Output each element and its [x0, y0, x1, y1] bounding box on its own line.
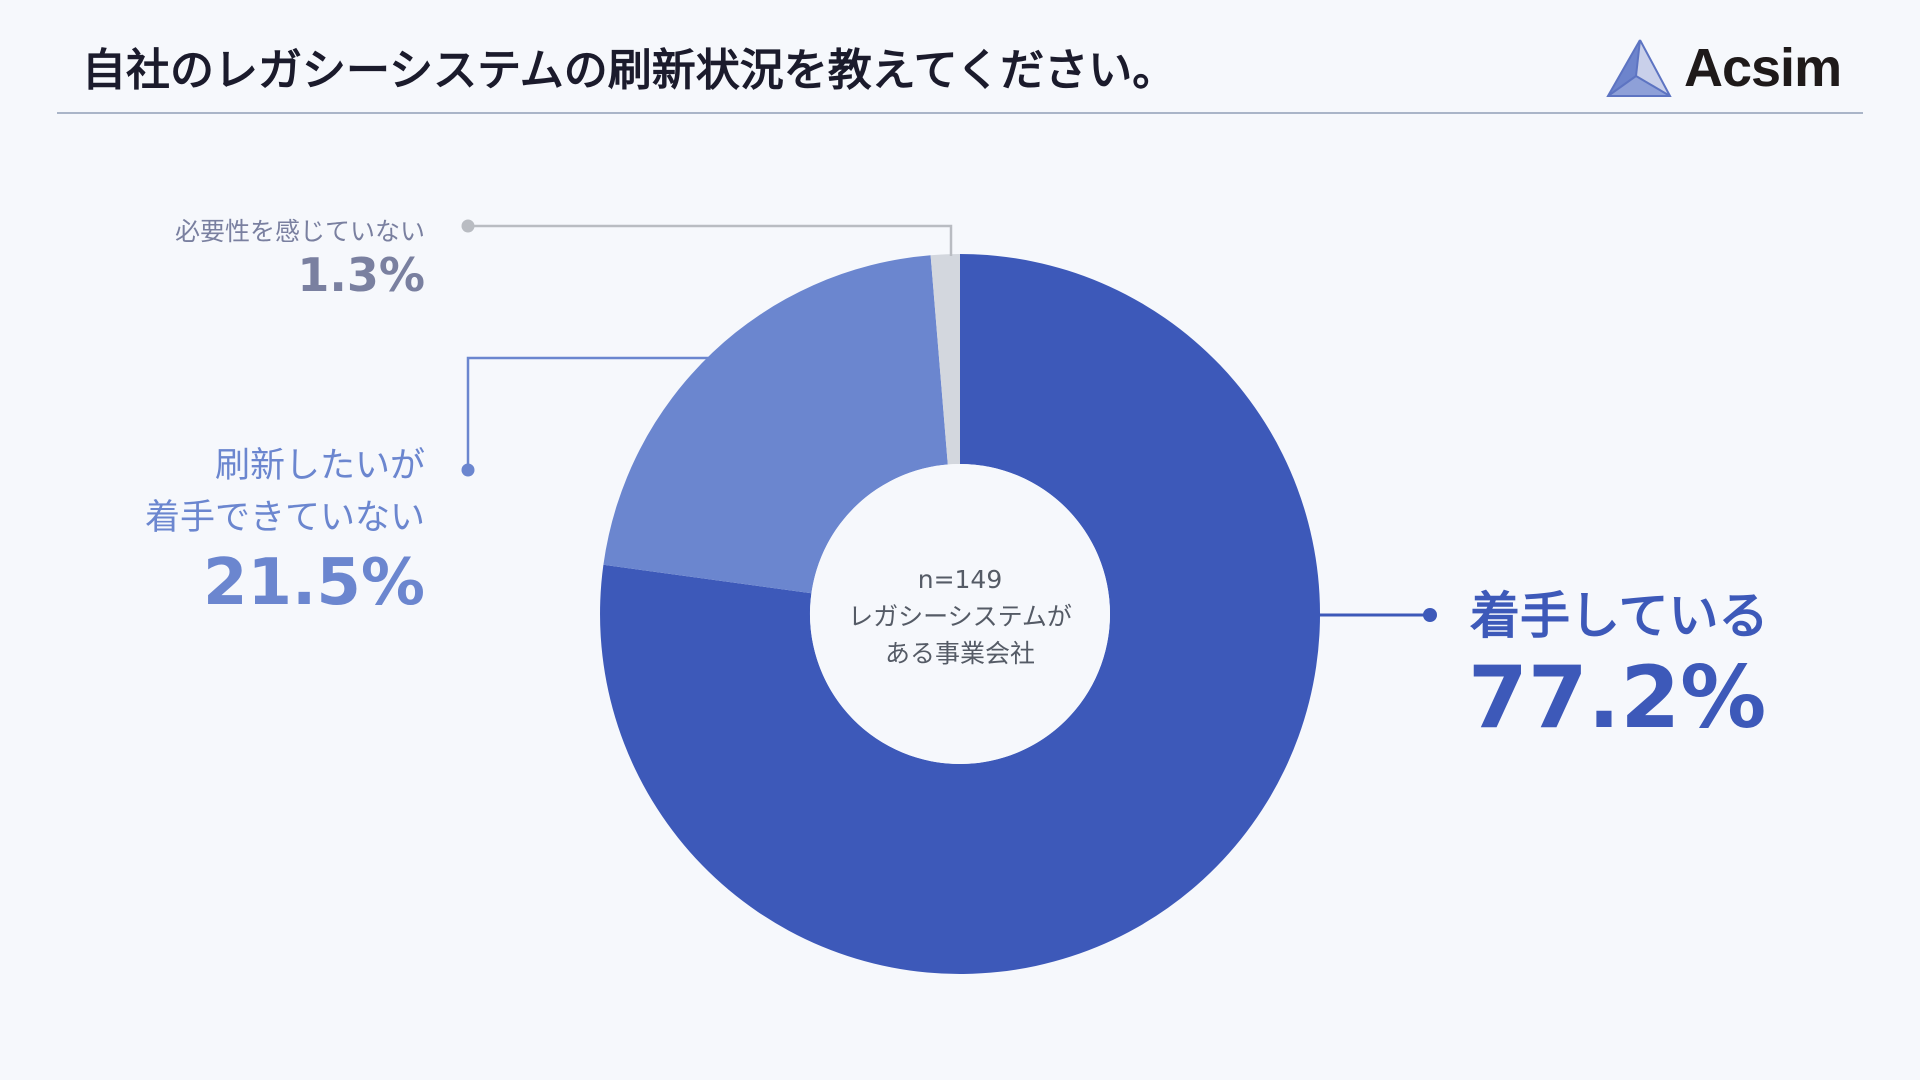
leader-line-started — [1320, 608, 1437, 622]
center-label-line1: レガシーシステムが — [848, 602, 1072, 631]
label-want-line1: 刷新したいが — [214, 446, 425, 486]
label-want-line2: 着手できていない — [144, 498, 425, 538]
center-sample-size: n=149 — [917, 565, 1003, 594]
label-want-but-not-started-value: 21.5% — [202, 546, 425, 620]
logo-text: Acsim — [1684, 38, 1842, 98]
slice-started — [600, 254, 1321, 974]
triangle-logo-icon — [1606, 39, 1672, 97]
leader-line-want-but-not-started — [461, 356, 714, 477]
label-want-but-not-started-category: 刷新したいが 着手できていない — [145, 440, 425, 544]
brand-logo: Acsim — [1606, 38, 1842, 98]
center-label-line2: ある事業会社 — [884, 639, 1035, 668]
page-title: 自社のレガシーシステムの刷新状況を教えてください。 — [82, 45, 1177, 96]
label-started-value: 77.2% — [1468, 648, 1767, 748]
leader-line-not-needed — [461, 219, 953, 256]
label-started-category: 着手している — [1470, 587, 1769, 645]
donut-hole — [810, 464, 1110, 764]
label-not-needed-category: 必要性を感じていない — [174, 217, 425, 246]
slice-want-but-not-started — [603, 255, 948, 594]
label-not-needed-value: 1.3% — [297, 248, 425, 302]
header-divider — [57, 112, 1863, 114]
slice-not-needed — [930, 254, 960, 465]
